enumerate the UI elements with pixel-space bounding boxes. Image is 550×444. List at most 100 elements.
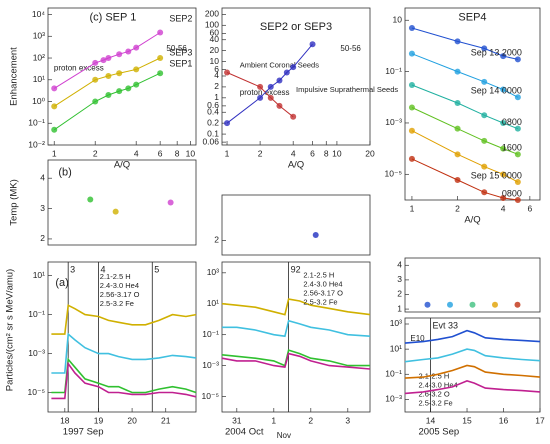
x-axis-label: A/Q xyxy=(114,160,130,171)
y-tick-label: 2 xyxy=(214,235,219,245)
x-tick-label: 20 xyxy=(127,415,137,425)
data-point xyxy=(469,301,476,308)
legend-label: 2.5-3.2 Fe xyxy=(100,299,134,308)
annotation: 50-56 xyxy=(340,44,361,53)
y-tick-label: 0.6 xyxy=(207,100,219,110)
series-line xyxy=(51,304,197,335)
plot-frame xyxy=(404,317,541,413)
series-line xyxy=(221,298,371,316)
plot-frame xyxy=(404,257,541,313)
y-tick-label: 10⁻³ xyxy=(202,360,219,370)
y-tick-label: 4 xyxy=(397,260,402,270)
data-point xyxy=(500,194,507,201)
data-point xyxy=(125,85,132,92)
data-point xyxy=(51,85,58,92)
y-tick-label: 10⁻⁵ xyxy=(28,387,45,397)
data-point xyxy=(276,77,283,84)
data-point xyxy=(408,82,415,89)
legend-label: 2.6-3.2 O xyxy=(419,389,450,398)
y-tick-label: 2 xyxy=(397,289,402,299)
y-tick-label: 3 xyxy=(397,274,402,284)
data-point xyxy=(408,50,415,57)
data-point xyxy=(290,64,297,71)
y-tick-label: 10⁻¹ xyxy=(385,66,402,76)
x-tick-label: 6 xyxy=(310,148,315,158)
data-point xyxy=(408,155,415,162)
y-tick-label: 0.1 xyxy=(207,128,219,138)
x-tick-label: 8 xyxy=(175,148,180,158)
y-tick-label: 10⁻² xyxy=(28,139,45,149)
data-point xyxy=(116,51,123,58)
x-tick-label: 1 xyxy=(52,148,57,158)
plot-frame xyxy=(221,194,371,256)
data-point xyxy=(309,41,316,48)
data-point xyxy=(481,137,488,144)
panel-title: (c) SEP 1 xyxy=(89,11,136,23)
x-tick-label: 14 xyxy=(426,415,436,425)
data-point xyxy=(514,179,521,186)
y-tick-label: 4 xyxy=(214,70,219,80)
data-point xyxy=(116,70,123,77)
data-point xyxy=(276,102,283,109)
x-tick-label: 1 xyxy=(225,148,230,158)
data-point xyxy=(133,44,140,51)
y-tick-label: 40 xyxy=(210,34,220,44)
x-tick-label: 4 xyxy=(291,148,296,158)
data-point xyxy=(105,72,112,79)
x-tick-label: 2 xyxy=(308,415,313,425)
data-point xyxy=(500,53,507,60)
y-axis-label: Enhancement xyxy=(9,47,20,106)
data-point xyxy=(492,301,498,308)
data-point xyxy=(514,125,521,132)
annotation: proton excess xyxy=(54,63,104,72)
data-point xyxy=(447,301,453,308)
panel-title: (a) xyxy=(55,277,68,289)
x-tick-label: 20 xyxy=(365,148,375,158)
x-tick-label: 6 xyxy=(158,148,163,158)
y-tick-label: 10⁻⁵ xyxy=(202,391,219,401)
data-point xyxy=(514,151,521,158)
data-point xyxy=(157,55,164,62)
y-tick-label: 2 xyxy=(40,233,45,243)
x-tick-label: 1 xyxy=(271,415,276,425)
legend-label: Sep 15 0000 xyxy=(471,170,522,180)
data-point xyxy=(224,120,231,127)
plot-frame xyxy=(404,7,541,201)
legend-label: 2.56-3.17 O xyxy=(303,288,343,297)
x-axis-label: 2005 Sep xyxy=(419,427,460,438)
y-tick-label: 10⁻¹ xyxy=(385,369,402,379)
x-tick-label: 8 xyxy=(324,148,329,158)
series-line xyxy=(221,352,371,370)
legend-label: 2.5-3.2 Fe xyxy=(419,398,453,407)
data-point xyxy=(454,177,461,184)
data-point xyxy=(133,66,140,73)
data-point xyxy=(481,189,488,196)
y-tick-label: 10⁻³ xyxy=(385,117,402,127)
panel-title: SEP4 xyxy=(458,12,486,24)
x-tick-label: 3 xyxy=(345,415,350,425)
legend-label: 0800 xyxy=(502,188,522,198)
x-tick-label: 2 xyxy=(93,148,98,158)
plot-frame xyxy=(221,261,371,413)
y-tick-label: 6 xyxy=(214,64,219,74)
y-tick-label: 10⁰ xyxy=(32,96,45,106)
y-tick-label: 10¹ xyxy=(207,298,219,308)
data-point xyxy=(454,99,461,106)
legend-label: SEP3 xyxy=(169,48,192,58)
y-tick-label: 10⁻³ xyxy=(28,348,45,358)
data-point xyxy=(257,83,264,90)
data-point xyxy=(133,81,140,88)
y-tick-label: 0.4 xyxy=(207,107,219,117)
data-point xyxy=(481,163,488,170)
y-tick-label: 10⁻¹ xyxy=(28,118,45,128)
legend-label: Ambient Coronal Seeds xyxy=(240,61,319,70)
x-tick-label: 21 xyxy=(161,415,171,425)
y-tick-label: 10¹ xyxy=(33,74,45,84)
y-tick-label: 10¹ xyxy=(33,270,45,280)
series-line xyxy=(404,348,541,363)
x-tick-label: 4 xyxy=(501,203,506,213)
y-tick-label: 10³ xyxy=(207,267,219,277)
event-label: 5 xyxy=(154,264,159,274)
fit-line xyxy=(53,57,161,107)
plot-frame xyxy=(47,261,197,413)
